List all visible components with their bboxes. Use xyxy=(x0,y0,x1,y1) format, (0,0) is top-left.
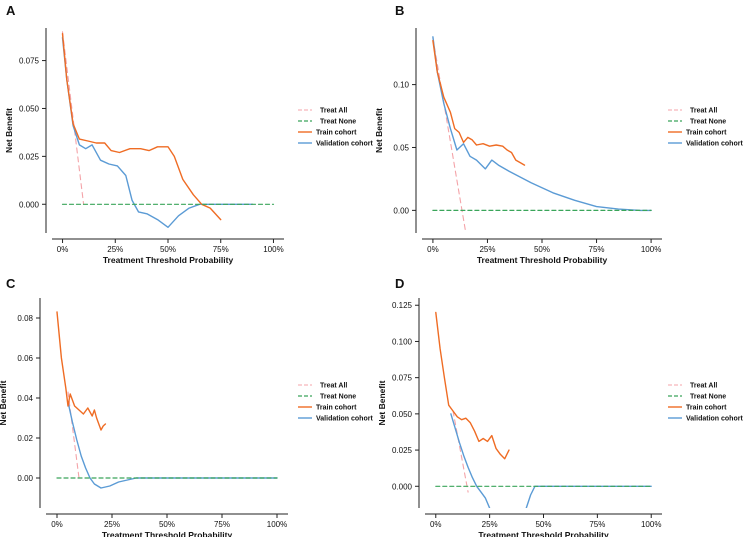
y-tick-label: 0.06 xyxy=(17,354,33,363)
series-line-validation-cohort xyxy=(525,485,652,508)
y-tick-label: 0.08 xyxy=(17,314,33,323)
legend-label: Treat All xyxy=(690,108,717,115)
series-group xyxy=(432,36,652,233)
y-tick-label: 0.075 xyxy=(19,57,40,66)
legend: Treat All Treat None Train cohort Validatio… xyxy=(298,108,373,148)
y-tick-label: 0.050 xyxy=(19,104,40,113)
legend-label: Treat All xyxy=(320,108,347,115)
legend-label: Train cohort xyxy=(316,130,357,137)
y-tick-label: 0.000 xyxy=(392,482,413,491)
panel-B: B 0% 25% 50% 75% 100% 0.00 0.05 0.10 Treatment Th… xyxy=(374,3,743,265)
series-line-train-cohort xyxy=(61,33,222,221)
y-tick-label: 0.05 xyxy=(393,143,409,152)
x-axis-title: Treatment Threshold Probability xyxy=(102,530,233,537)
panel-letter: D xyxy=(395,276,404,291)
x-tick-label: 0% xyxy=(427,245,439,254)
series-line-validation-cohort xyxy=(67,401,278,489)
series-line-validation-cohort xyxy=(450,413,491,508)
x-axis-title: Treatment Threshold Probability xyxy=(477,255,608,265)
panel-D: D 0% 25% 50% 75% 100% 0.000 0.025 0.050 0.075 0.10… xyxy=(377,276,743,537)
legend-label: Validation cohort xyxy=(686,416,743,423)
series-line-train-cohort xyxy=(435,311,510,460)
legend: Treat All Treat None Train cohort Validatio… xyxy=(668,108,743,148)
series-line-treat-all xyxy=(452,410,469,493)
x-tick-label: 50% xyxy=(160,245,176,254)
x-tick-label: 75% xyxy=(214,520,230,529)
panel-A: A 0% 25% 50% 75% 100% 0.000 0.025 0.050 0.075 Trea… xyxy=(4,3,373,265)
x-tick-label: 75% xyxy=(213,245,229,254)
y-tick-label: 0.00 xyxy=(393,206,409,215)
legend-label: Train cohort xyxy=(316,405,357,412)
panel-letter: A xyxy=(6,3,16,18)
series-line-treat-all xyxy=(432,37,467,233)
series-group xyxy=(435,311,652,508)
series-group xyxy=(61,31,275,229)
legend-label: Validation cohort xyxy=(316,416,373,423)
x-tick-label: 75% xyxy=(589,520,605,529)
legend: Treat All Treat None Train cohort Validatio… xyxy=(298,383,373,423)
series-line-train-cohort xyxy=(432,39,526,166)
x-tick-label: 25% xyxy=(104,520,120,529)
legend-label: Validation cohort xyxy=(316,141,373,148)
legend-label: Validation cohort xyxy=(686,141,743,148)
x-tick-label: 50% xyxy=(534,245,550,254)
series-group xyxy=(56,311,278,489)
x-tick-label: 0% xyxy=(51,520,63,529)
panel-letter: B xyxy=(395,3,404,18)
x-tick-label: 75% xyxy=(589,245,605,254)
series-line-train-cohort xyxy=(56,311,107,431)
x-tick-label: 25% xyxy=(107,245,123,254)
series-line-validation-cohort xyxy=(61,36,254,229)
y-tick-label: 0.000 xyxy=(19,200,40,209)
x-axis-title: Treatment Threshold Probability xyxy=(103,255,234,265)
y-axis-title: Net Benefit xyxy=(4,108,14,153)
y-axis-title: Net Benefit xyxy=(377,380,387,425)
series-line-treat-all xyxy=(61,31,85,205)
legend-label: Treat All xyxy=(320,383,347,390)
panel-letter: C xyxy=(6,276,16,291)
legend-label: Treat None xyxy=(690,394,726,401)
legend-label: Treat None xyxy=(690,119,726,126)
x-tick-label: 100% xyxy=(267,520,287,529)
y-tick-label: 0.075 xyxy=(392,374,413,383)
series-line-validation-cohort xyxy=(432,36,652,212)
legend-label: Treat All xyxy=(690,383,717,390)
x-tick-label: 0% xyxy=(57,245,69,254)
legend: Treat All Treat None Train cohort Validatio… xyxy=(668,383,743,423)
y-tick-label: 0.125 xyxy=(392,301,413,310)
x-tick-label: 50% xyxy=(159,520,175,529)
x-tick-label: 25% xyxy=(479,245,495,254)
y-axis-title: Net Benefit xyxy=(374,108,384,153)
y-tick-label: 0.100 xyxy=(392,337,413,346)
y-tick-label: 0.025 xyxy=(19,152,40,161)
series-line-treat-all xyxy=(67,391,80,479)
x-tick-label: 50% xyxy=(535,520,551,529)
x-tick-label: 100% xyxy=(641,245,661,254)
y-axis-title: Net Benefit xyxy=(0,380,8,425)
legend-label: Train cohort xyxy=(686,130,727,137)
y-tick-label: 0.050 xyxy=(392,410,413,419)
legend-label: Treat None xyxy=(320,394,356,401)
y-tick-label: 0.025 xyxy=(392,446,413,455)
legend-label: Treat None xyxy=(320,119,356,126)
y-tick-label: 0.10 xyxy=(393,81,409,90)
x-tick-label: 0% xyxy=(430,520,442,529)
x-axis-title: Treatment Threshold Probability xyxy=(478,530,609,537)
legend-label: Train cohort xyxy=(686,405,727,412)
x-tick-label: 100% xyxy=(641,520,661,529)
y-tick-label: 0.00 xyxy=(17,474,33,483)
y-tick-label: 0.02 xyxy=(17,434,33,443)
y-tick-label: 0.04 xyxy=(17,394,33,403)
panel-C: C 0% 25% 50% 75% 100% 0.00 0.02 0.04 0.06 0.08 Trea… xyxy=(0,276,373,537)
x-tick-label: 25% xyxy=(482,520,498,529)
x-tick-label: 100% xyxy=(263,245,283,254)
